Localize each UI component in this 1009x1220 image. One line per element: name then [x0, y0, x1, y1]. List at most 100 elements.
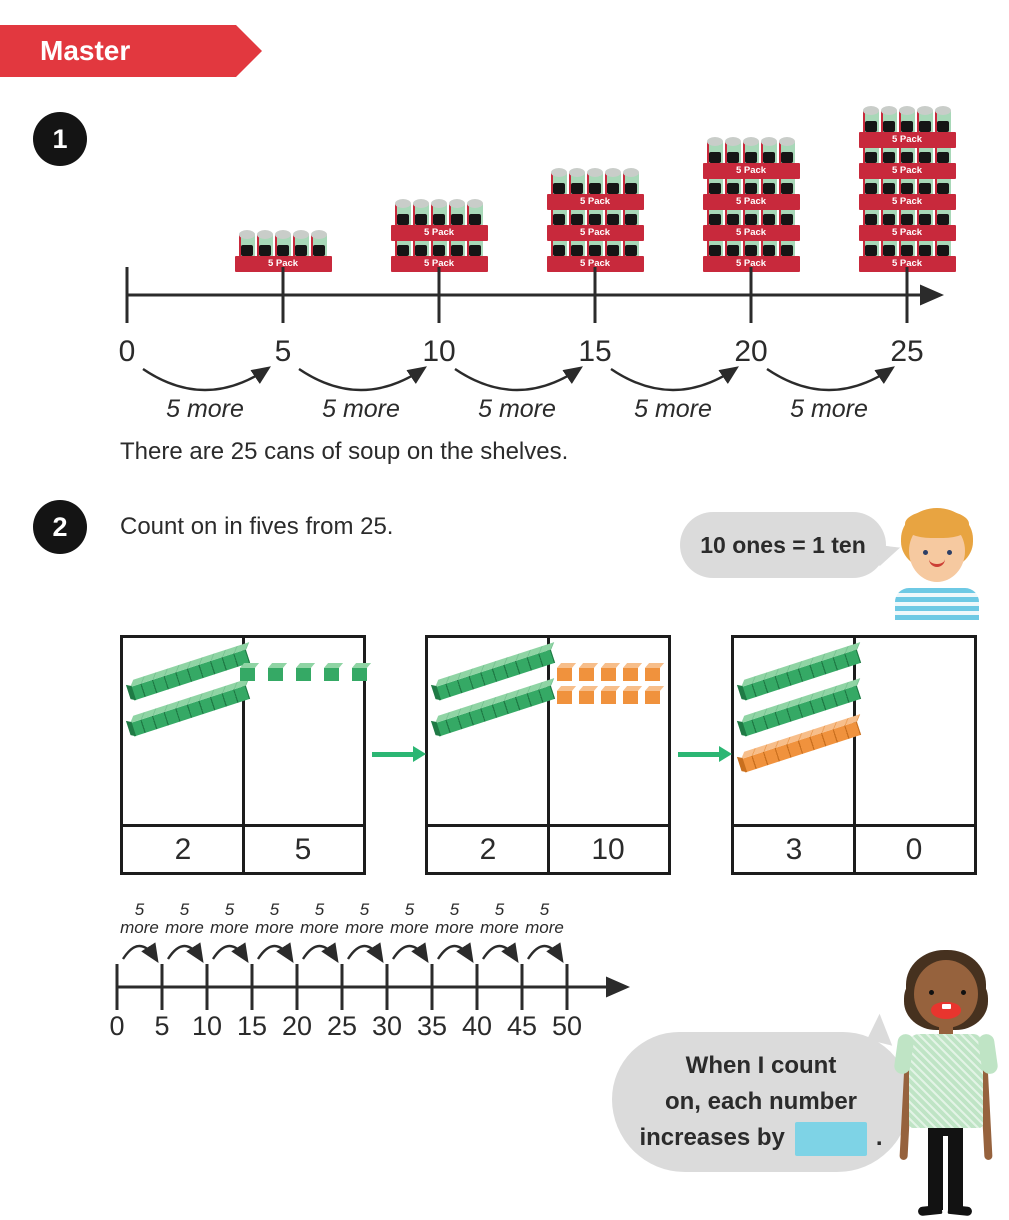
boy2-leg: [948, 1126, 963, 1210]
tick-label: 5: [154, 1011, 169, 1041]
can-stack: 5 Pack 5 Pack 5 Pack: [546, 165, 644, 272]
tick-label: 35: [417, 1011, 447, 1041]
tick-label: 10: [422, 335, 455, 368]
bubble2-line3: increases by.: [639, 1120, 883, 1156]
five-pack-tray: 5 Pack: [858, 163, 956, 179]
cube-row: [239, 668, 367, 681]
tick-label: 20: [282, 1011, 312, 1041]
place-value-chart: 2 10: [425, 635, 671, 875]
arc-label: 5: [180, 900, 190, 919]
boy1-eye: [923, 550, 928, 555]
soup-can: [707, 137, 723, 168]
can-row: [547, 168, 644, 199]
numberline-0-50-svg: 0 5 10 15 20 25 30 35 40 45 505more5more5more5more…: [109, 900, 630, 1041]
ones-value: 0: [905, 832, 923, 866]
q2-prompt: Count on in fives from 25.: [120, 513, 394, 540]
arc-label: 5: [360, 900, 370, 919]
five-pack-tray: 5 Pack: [858, 194, 956, 210]
arc-label: 5: [540, 900, 550, 919]
speech-bubble-ones-ten: 10 ones = 1 ten: [680, 512, 904, 578]
soup-can: [431, 199, 447, 230]
five-pack-label: 5 Pack: [891, 196, 923, 207]
master-banner: Master: [0, 25, 262, 77]
bubble2-line3-suffix: .: [875, 1124, 883, 1151]
arc-label: more: [390, 918, 429, 937]
tens-value: 2: [479, 832, 497, 866]
boy1-eye: [947, 550, 952, 555]
soup-can: [761, 137, 777, 168]
five-pack: 5 Pack: [390, 197, 488, 241]
five-pack-label: 5 Pack: [735, 258, 767, 269]
chart-divider: [734, 824, 974, 827]
one-cube: [644, 668, 660, 681]
one-cube: [267, 668, 283, 681]
boy2-neck: [939, 1024, 953, 1036]
number-line-0-25: 0 5 10 15 20 25 5 more 5 more 5 more 5 more 5 more: [100, 257, 980, 447]
cube-row: [556, 668, 660, 681]
arc-label: more: [255, 918, 294, 937]
tick-label: 25: [890, 335, 923, 368]
boy2-eye: [961, 990, 966, 995]
five-pack-label: 5 Pack: [579, 258, 611, 269]
chart-divider: [428, 824, 668, 827]
soup-can: [275, 230, 291, 261]
answer-blank[interactable]: [794, 1121, 867, 1156]
one-cube: [600, 691, 616, 704]
speech-bubble-ones-ten-text: 10 ones = 1 ten: [700, 531, 866, 558]
soup-can: [917, 106, 933, 137]
tick-label: 10: [192, 1011, 222, 1041]
five-pack-label: 5 Pack: [891, 258, 923, 269]
number-line-0-50: 0 5 10 15 20 25 30 35 40 45 50 5 more 5 more 5 more 5 more…: [88, 895, 688, 1050]
question-2-badge: 2: [33, 500, 87, 554]
five-pack-tray: 5 Pack: [702, 194, 800, 210]
one-cube: [295, 668, 311, 681]
chart-divider: [546, 638, 550, 872]
tick-label: 0: [109, 1011, 124, 1041]
soup-can: [257, 230, 273, 261]
arc-label: more: [480, 918, 519, 937]
boy1-mouth: [929, 558, 945, 567]
arc-label: 5: [225, 900, 235, 919]
five-pack-label: 5 Pack: [735, 165, 767, 176]
five-pack-label: 5 Pack: [735, 227, 767, 238]
tick-label: 20: [734, 335, 767, 368]
bubble2-line3-prefix: increases by: [639, 1124, 785, 1151]
can-row: [391, 199, 488, 230]
ones-value: 5: [294, 832, 312, 866]
cube-row: [556, 691, 660, 704]
five-pack-tray: 5 Pack: [702, 225, 800, 241]
one-cube: [351, 668, 367, 681]
five-pack-tray: 5 Pack: [858, 256, 956, 272]
question-2-number: 2: [52, 511, 68, 542]
question-1-badge: 1: [33, 112, 87, 166]
boy-character-bottom: [882, 950, 1009, 1218]
arc-label: more: [120, 918, 159, 937]
five-pack-label: 5 Pack: [267, 258, 299, 269]
tens-cell: [734, 638, 862, 824]
soup-can: [449, 199, 465, 230]
five-pack-label: 5 Pack: [423, 227, 455, 238]
boy2-leg: [928, 1126, 943, 1210]
boy-character-top: [892, 508, 984, 620]
five-pack-label: 5 Pack: [891, 165, 923, 176]
arc-label: 5 more: [634, 395, 712, 423]
five-pack: 5 Pack: [390, 228, 488, 272]
soup-can: [293, 230, 309, 261]
tick-label: 30: [372, 1011, 402, 1041]
arc-label: more: [300, 918, 339, 937]
five-pack-tray: 5 Pack: [702, 256, 800, 272]
boy2-shoe: [947, 1204, 973, 1217]
soup-can: [623, 168, 639, 199]
one-cube: [578, 668, 594, 681]
ones-value: 10: [591, 832, 625, 866]
soup-can: [899, 106, 915, 137]
arc-label: 5: [270, 900, 280, 919]
tick-label: 50: [552, 1011, 582, 1041]
q1-caption: There are 25 cans of soup on the shelves…: [120, 438, 569, 465]
tick-label: 0: [119, 335, 136, 368]
soup-can: [413, 199, 429, 230]
soup-can: [551, 168, 567, 199]
arc-label: more: [345, 918, 384, 937]
soup-can: [467, 199, 483, 230]
